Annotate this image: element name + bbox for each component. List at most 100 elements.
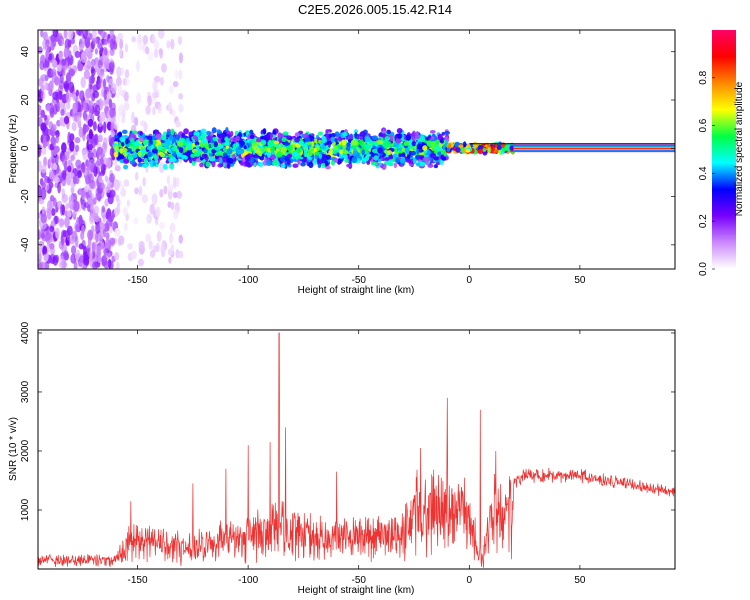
spectrogram-cell [105, 252, 111, 259]
spectrogram-cell [38, 230, 41, 241]
spectrogram-cell [183, 128, 189, 135]
colorbar-gradient [712, 30, 736, 269]
spectrogram-cell [384, 135, 390, 142]
spectrogram-cell [185, 137, 190, 142]
spectrogram-cell [170, 201, 175, 210]
spectrogram-cell [159, 76, 164, 86]
spectrogram-cell [92, 197, 97, 205]
spectrogram-cell [114, 252, 120, 261]
spectrogram-cell [108, 62, 114, 70]
snr-frame [37, 329, 676, 570]
spectrogram-cell [170, 128, 175, 136]
spectrogram-cell [411, 141, 417, 147]
spectrogram-cell [117, 85, 123, 96]
snr-plot: -150 -100 -50 0 50 1000 2000 3000 4000 Height o… [8, 321, 676, 596]
spectrogram-cell [405, 134, 412, 141]
spectrogram-cell [282, 131, 289, 136]
spectrogram-cell [351, 156, 358, 164]
spectrogram-cell [113, 179, 120, 191]
spectrogram-cell [50, 156, 54, 164]
spectrogram-cell [277, 132, 282, 139]
spectrogram-cell [121, 109, 126, 118]
spectrogram-cell [41, 74, 47, 82]
spectrogram-cell [60, 203, 64, 216]
spectrogram-cell [411, 131, 416, 139]
spectrogram-cell [156, 230, 162, 243]
spectrogram-cell [65, 101, 71, 110]
spectrogram-cell [57, 32, 63, 40]
spectrogram-cell [287, 153, 292, 158]
spectrogram-cell [200, 138, 208, 144]
spectrogram-cell [68, 30, 74, 40]
x-tick-label: -150 [128, 575, 148, 586]
spectrogram-cell [64, 216, 70, 228]
spectrogram-cell [109, 173, 116, 183]
y-tick-label: 0 [20, 145, 31, 151]
spectrogram-cell [152, 79, 158, 92]
spectrogram-cell [59, 116, 64, 127]
spectrogram-cell [155, 133, 162, 139]
spectrogram-cell [105, 232, 110, 240]
spectrogram-cell [97, 59, 103, 69]
spectrogram-cell [38, 246, 43, 253]
spectrogram-cell [72, 175, 77, 185]
spectrogram-cell [78, 214, 83, 227]
x-tick-label: -150 [128, 275, 148, 286]
y-tick-label: 20 [20, 94, 31, 106]
spectrogram-cell [82, 30, 89, 39]
spectrogram-cell [383, 142, 389, 149]
spectrogram-cell [179, 147, 184, 154]
spectrogram-cell [219, 157, 223, 164]
spectrogram-cell [97, 77, 103, 84]
spectrogram-cell [73, 102, 79, 111]
spectrogram-cell [49, 243, 55, 250]
spectrogram-cell [67, 165, 72, 173]
spectrogram-cell [67, 39, 72, 48]
spectrogram-cell [68, 68, 76, 77]
spectrogram-cell [87, 229, 94, 241]
spectrogram-cell [93, 134, 98, 144]
spectrogram-cell [280, 156, 285, 163]
spectrogram-cell [121, 116, 126, 124]
spectrogram-cell [441, 156, 446, 161]
spectrogram-cell [74, 50, 81, 59]
spectrogram-cell [393, 162, 398, 169]
spectrogram-cell [52, 103, 58, 115]
spectrogram-cell [127, 154, 134, 162]
spectrogram-cell [123, 164, 129, 170]
spectrogram-cell [55, 153, 59, 166]
spectrogram-cell [170, 38, 175, 50]
spectrogram-cell [86, 49, 93, 60]
spectrogram-cell [330, 159, 336, 166]
spectrogram-cell [102, 38, 108, 46]
spectrogram-cell [224, 140, 230, 146]
spectrogram-cell [149, 203, 156, 215]
spectrogram-cell [99, 182, 105, 191]
spectrogram-cell [168, 85, 174, 95]
spectrogram-cell [145, 46, 150, 55]
spectrogram-cell [63, 47, 69, 59]
y-tick-label: 2000 [20, 439, 31, 462]
spectrogram-cell [205, 161, 211, 168]
spectrogram-cell [341, 139, 347, 146]
spectrogram-cell [224, 136, 229, 142]
spectrogram-cell [109, 38, 115, 50]
spectrogram-cell [48, 171, 55, 180]
spectrogram-cell [76, 249, 80, 260]
spectrogram-cell [364, 155, 369, 162]
spectrogram-cell [444, 130, 450, 135]
spectrogram-cell [101, 163, 106, 174]
spectrogram-cell [170, 146, 178, 152]
spectrogram-cell [176, 190, 183, 199]
spectrogram-cell [72, 193, 78, 204]
spectrogram-cell [192, 135, 198, 140]
spectrogram-cell [236, 135, 240, 142]
spectrogram-cell [304, 136, 311, 143]
spectrogram-cell [113, 151, 119, 158]
spectrogram-cell [240, 161, 244, 166]
spectrogram-cell [297, 140, 305, 146]
spectrogram-cell [455, 147, 461, 153]
spectrogram-cell [97, 231, 104, 243]
spectrogram-cell [149, 250, 156, 258]
